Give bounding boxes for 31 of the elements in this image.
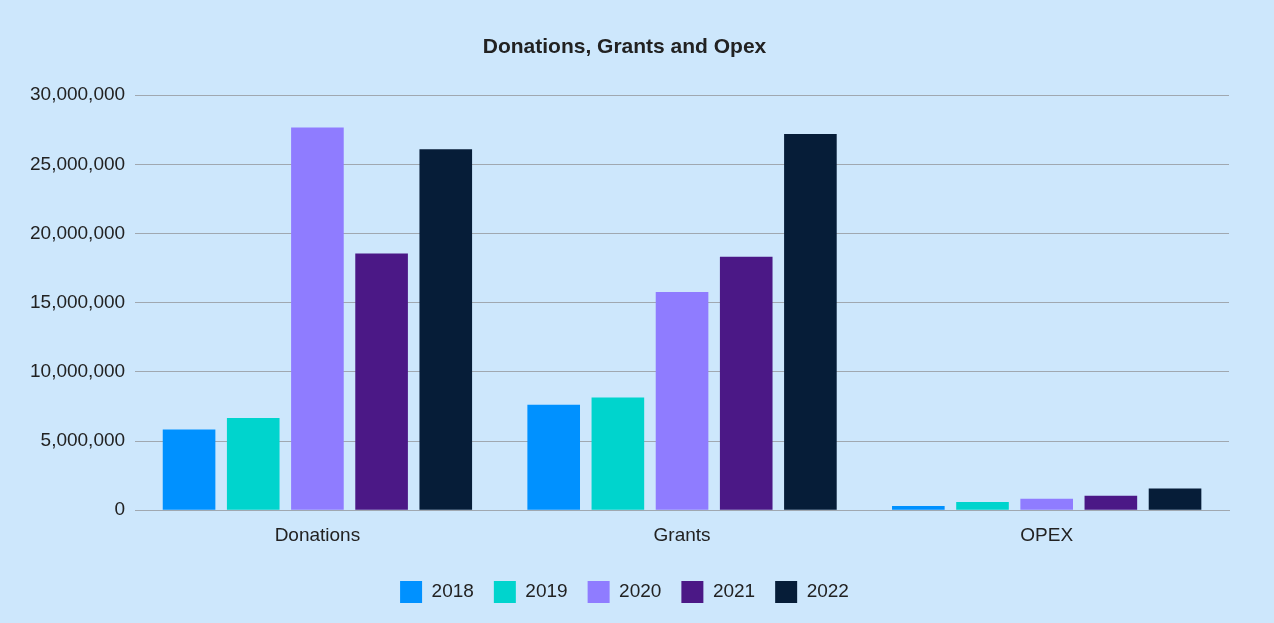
bar [719,256,773,510]
y-tick-label: 30,000,000 [30,83,126,105]
chart-title: Donations, Grants and Opex [482,34,767,58]
legend-label: 2020 [619,580,662,602]
bar [355,253,408,510]
bar [226,418,280,510]
bar [162,429,216,510]
bar [956,501,1009,510]
legend-label: 2018 [431,580,474,602]
bar [1148,488,1202,510]
bar [291,127,344,510]
y-tick-label: 15,000,000 [30,290,126,312]
bar [892,506,945,510]
y-tick-label: 0 [114,498,126,520]
legend-label: 2019 [525,580,568,602]
bar [1084,495,1138,510]
bar [784,133,837,510]
x-tick-label: OPEX [1020,523,1074,545]
bar [591,397,645,510]
bar [527,404,581,510]
y-tick-label: 25,000,000 [30,152,126,174]
y-tick-label: 20,000,000 [30,221,126,243]
y-tick-label: 10,000,000 [30,360,126,382]
bar [419,149,473,510]
legend-label: 2021 [712,580,756,602]
bar [1020,498,1073,510]
legend-label: 2022 [806,580,849,602]
x-tick-label: Donations [274,523,361,545]
y-tick-label: 5,000,000 [40,429,126,451]
x-tick-label: Grants [653,523,711,545]
bar [655,291,709,510]
